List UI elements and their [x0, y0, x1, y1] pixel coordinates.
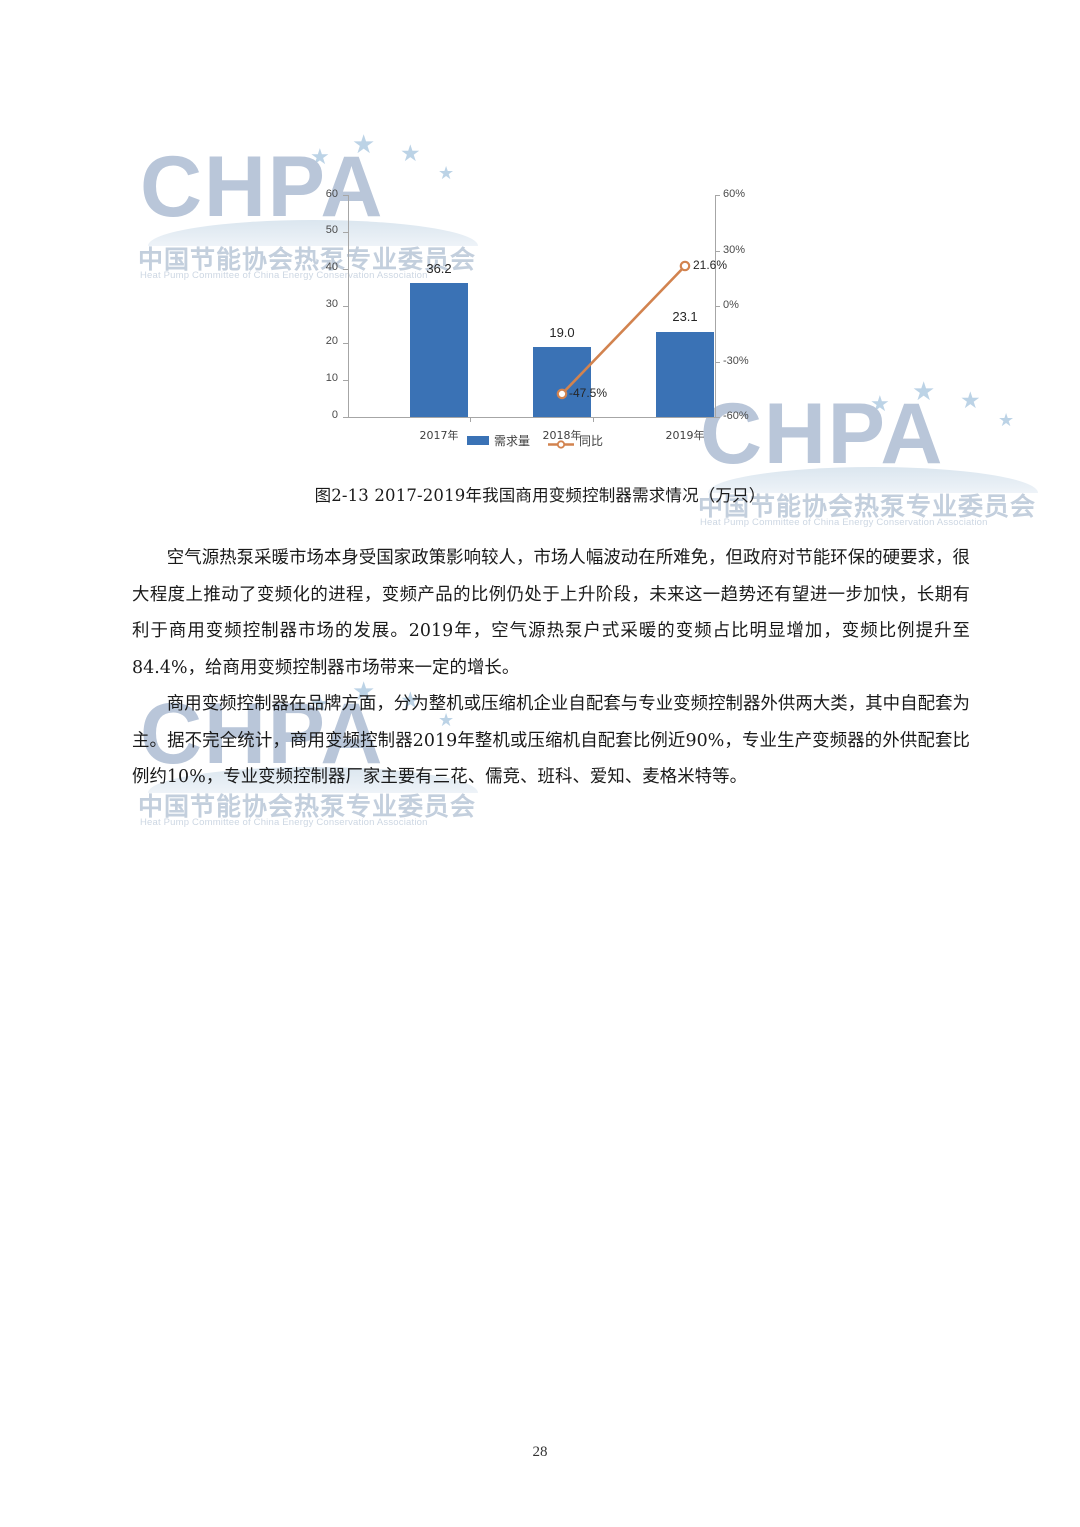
y-axis-left-tick-4: 20 [325, 335, 338, 347]
chart-area: 60 50 40 30 20 10 0 [300, 185, 770, 442]
y-axis-right-tick-mark [715, 306, 720, 307]
legend-label-yoy: 同比 [579, 434, 604, 448]
x-axis-tick-mark [470, 417, 471, 422]
legend-item-demand[interactable]: 需求量 [466, 432, 530, 449]
y-axis-right-tick-mark [715, 250, 720, 252]
x-axis-label-2019: 2019年 [665, 429, 705, 442]
y-axis-left-tick-3: 30 [325, 298, 338, 310]
y-axis-left-tick-mark [343, 195, 348, 196]
watermark-english: Heat Pump Committee of China Energy Cons… [140, 817, 428, 828]
bar-2019 [656, 331, 714, 417]
star-icon: ★ [438, 163, 455, 183]
line-label-2019: 21.6% [693, 258, 728, 272]
paragraph-1: 空气源热泵采暖市场本身受国家政策影响较人，市场人幅波动在所难免，但政府对节能环保… [132, 548, 970, 678]
y-axis-right-tick-3: -30% [723, 354, 749, 367]
figure-caption: 图2-13 2017-2019年我国商用变频控制器需求情况（万只） [314, 486, 766, 505]
plot-area: 36.2 19.0 23.1 -47.5% 21.6% 2017年 2018年 … [343, 195, 727, 442]
watermark-stars: ★ ★ ★ ★ [300, 128, 460, 188]
chart-legend: 需求量 同比 [300, 432, 770, 449]
y-axis-left-tick-mark [343, 232, 348, 233]
y-axis-right-tick-0: 60% [723, 188, 746, 200]
star-icon: ★ [400, 141, 421, 166]
y-axis-right-tick-mark [715, 417, 720, 418]
x-axis-tick-mark [593, 417, 594, 422]
line-label-2018: -47.5% [569, 386, 608, 400]
x-axis-line [348, 417, 716, 418]
star-icon: ★ [960, 388, 981, 413]
bar-2018 [533, 346, 591, 417]
y-axis-right-tick-2: 0% [723, 299, 739, 311]
star-icon: ★ [870, 391, 890, 416]
y-axis-left-tick-mark [343, 306, 348, 307]
body-text: 空气源热泵采暖市场本身受国家政策影响较人，市场人幅波动在所难免，但政府对节能环保… [132, 540, 970, 796]
y-axis-right-tick-mark [715, 195, 720, 196]
y-axis-left-tick-0: 60 [325, 188, 338, 200]
y-axis-left-tick-mark [343, 417, 348, 418]
legend-item-yoy[interactable]: 同比 [548, 432, 603, 449]
bar-label-2017: 36.2 [426, 261, 452, 276]
y-axis-left-tick-mark [343, 343, 348, 344]
bar-label-2019: 23.1 [672, 309, 698, 324]
paragraph-2: 商用变频控制器在品牌方面，分为整机或压缩机企业自配套与专业变频控制器外供两大类，… [132, 694, 970, 787]
y-axis-left-tick-2: 40 [325, 261, 338, 273]
y-axis-right-tick-4: -60% [723, 410, 749, 422]
x-axis-label-2018: 2018年 [542, 429, 582, 442]
legend-bar-swatch-icon [466, 436, 489, 445]
star-icon: ★ [912, 377, 936, 406]
page-number: 28 [532, 1444, 548, 1460]
watermark-stars: ★ ★ ★ ★ [860, 375, 1020, 435]
legend-label-demand: 需求量 [493, 434, 530, 448]
watermark-english: Heat Pump Committee of China Energy Cons… [700, 517, 988, 528]
y-axis-left-tick-6: 0 [331, 409, 338, 421]
star-icon: ★ [310, 144, 330, 169]
y-axis-right-tick-mark [715, 361, 720, 363]
star-icon: ★ [998, 410, 1015, 430]
y-axis-left-line [348, 195, 349, 417]
bar-label-2018: 19.0 [549, 325, 575, 340]
y-axis-left-tick-1: 50 [325, 224, 338, 236]
y-axis-left-tick-mark [343, 269, 348, 270]
legend-line-swatch-icon [548, 436, 574, 449]
y-axis-left-tick-5: 10 [325, 372, 338, 384]
y-axis-left-tick-mark [343, 380, 348, 381]
star-icon: ★ [352, 130, 376, 159]
x-axis-label-2017: 2017年 [419, 429, 459, 442]
trend-line-svg [556, 260, 691, 400]
bar-2017 [410, 283, 468, 417]
y-axis-right-tick-1: 30% [723, 243, 746, 256]
